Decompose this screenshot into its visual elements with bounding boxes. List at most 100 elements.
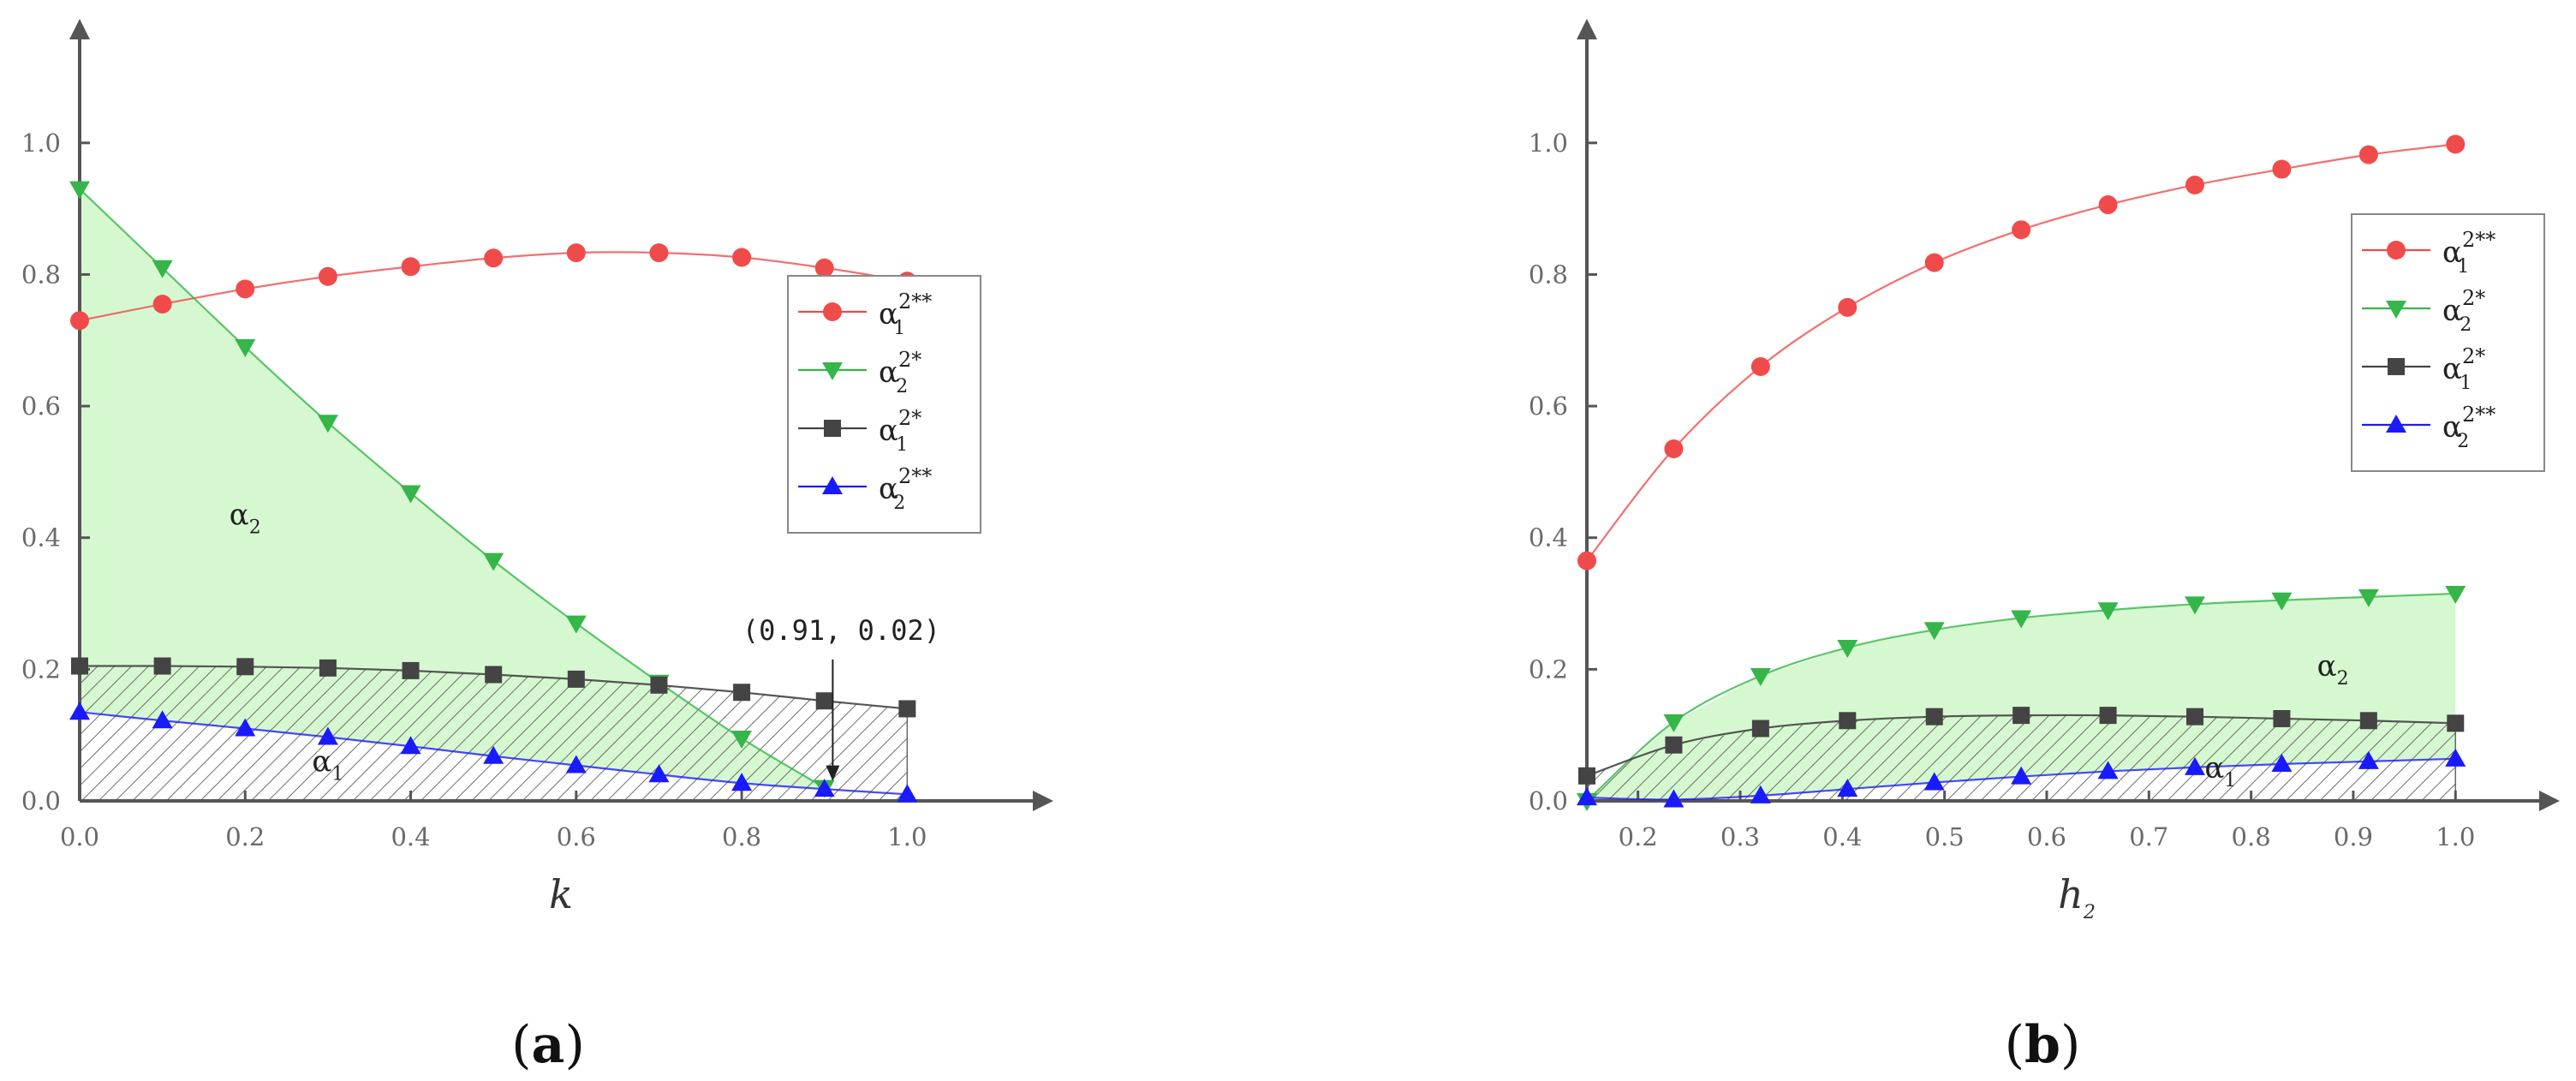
region-label-sub: 1: [2224, 770, 2236, 791]
data-point: [69, 702, 90, 720]
data-point: [2273, 709, 2291, 727]
data-point: [401, 257, 420, 277]
data-point: [2271, 592, 2293, 611]
data-point: [731, 773, 753, 791]
chart-a: 0.00.20.40.60.81.00.0 0.2 0.4 0.6 0.8 1.0kα2α…: [21, 19, 1053, 1075]
data-point: [1838, 297, 1857, 317]
data-point: [2097, 761, 2119, 779]
region-alpha1-hatch: [1587, 715, 2456, 801]
data-point: [815, 692, 833, 710]
chart-caption-letter: b: [2024, 1015, 2060, 1075]
x-tick-label: 0.4: [1822, 822, 1862, 851]
y-tick-label: 0.8: [21, 260, 61, 289]
region-label: α1: [312, 744, 343, 785]
region-label-base: α: [2204, 751, 2224, 785]
data-point: [2271, 753, 2293, 772]
data-point: [1750, 785, 1771, 803]
region-label-base: α: [312, 744, 331, 779]
series-line: [1586, 143, 2456, 562]
chart-caption-close: ): [564, 1015, 584, 1075]
data-point: [898, 700, 916, 718]
data-point: [235, 718, 256, 737]
region-label: α1: [2204, 751, 2236, 791]
annotation-arrow-head: [826, 765, 840, 781]
region-label-sub: 1: [331, 763, 343, 785]
data-point: [2358, 750, 2379, 769]
data-point: [152, 295, 172, 314]
chart-caption: (b): [2005, 1015, 2081, 1075]
legend-label-sup: 2**: [898, 290, 932, 314]
legend-marker: [823, 302, 842, 321]
x-tick-label: 0.2: [225, 822, 265, 851]
data-point: [2272, 159, 2292, 179]
data-point: [2097, 602, 2119, 621]
data-point: [1577, 787, 1597, 806]
x-tick-label: 0.7: [2129, 822, 2168, 851]
data-point: [2358, 145, 2378, 164]
legend-label-sub: 1: [896, 434, 908, 456]
legend-label-sup: 2*: [2462, 286, 2485, 310]
legend-label: α2** 2: [879, 464, 932, 514]
data-point: [565, 755, 587, 773]
x-tick-label: 1.0: [2436, 822, 2475, 851]
y-tick-label: 0.2: [21, 654, 61, 684]
region-label-sub: 2: [249, 517, 261, 538]
data-point: [732, 248, 752, 267]
x-tick-label: 0.3: [1720, 822, 1760, 851]
data-point: [1577, 551, 1596, 570]
x-axis-label-base: h: [2058, 871, 2084, 917]
legend-marker: [824, 420, 841, 437]
legend-label-sub: 1: [2460, 373, 2472, 394]
data-point: [152, 260, 173, 278]
data-point: [1751, 720, 1769, 738]
data-point: [2012, 707, 2030, 725]
legend-label: α2** 2: [2442, 403, 2496, 452]
y-tick-label: 0.8: [1529, 260, 1568, 289]
data-point: [649, 243, 669, 263]
data-point: [236, 279, 255, 299]
legend-label-sub: 1: [2457, 256, 2469, 278]
data-point: [1578, 767, 1595, 785]
legend-box: [2351, 213, 2545, 472]
legend: α2** 1α2* 2α2* 1α2** 2: [2351, 213, 2545, 472]
data-point: [318, 266, 337, 286]
data-point: [2447, 714, 2465, 732]
legend-marker: [2386, 301, 2406, 319]
legend: α2** 1α2* 2α2* 1α2** 2: [787, 275, 981, 534]
data-point: [484, 248, 504, 268]
chart-caption-open: (: [511, 1015, 531, 1075]
data-point: [2184, 596, 2205, 615]
region-alpha2-fill: [80, 188, 825, 790]
y-axis-arrow: [69, 19, 90, 39]
data-point: [814, 258, 834, 278]
y-tick-label: 0.4: [21, 523, 61, 552]
data-point: [400, 485, 421, 504]
legend-label: α2* 2: [2442, 286, 2485, 336]
data-point: [565, 615, 587, 634]
series-line: [79, 188, 826, 789]
data-point: [1837, 779, 1858, 797]
y-tick-label: 0.0: [21, 786, 61, 815]
legend-label-sup: 2*: [898, 348, 921, 372]
legend-label-sub: 2: [893, 493, 905, 514]
data-point: [2445, 748, 2466, 767]
x-tick-label: 0.8: [2232, 822, 2271, 851]
data-point: [1839, 712, 1857, 730]
data-point: [2185, 175, 2204, 194]
legend-label-sub: 1: [893, 318, 905, 339]
data-point: [319, 659, 337, 677]
data-point: [2099, 707, 2117, 725]
x-axis-label: k: [549, 871, 573, 917]
chart-caption: (a): [511, 1015, 585, 1075]
data-point: [567, 670, 585, 688]
chart-caption-open: (: [2005, 1015, 2024, 1075]
x-tick-label: 0.9: [2334, 822, 2373, 851]
legend-label-sup: 2**: [2462, 403, 2496, 427]
y-tick-label: 1.0: [1529, 128, 1568, 158]
legend-label: α2* 1: [879, 406, 921, 456]
legend-marker: [2386, 415, 2406, 433]
legend-marker: [2388, 358, 2405, 375]
data-point: [1665, 736, 1683, 754]
legend-label-base: α: [2442, 410, 2462, 445]
data-point: [650, 676, 668, 694]
